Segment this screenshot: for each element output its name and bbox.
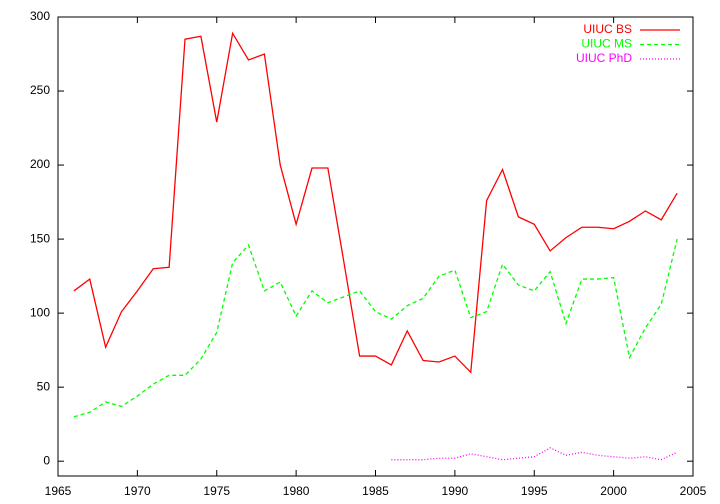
x-tick-label: 1985	[362, 484, 389, 498]
series-line	[391, 447, 678, 461]
legend-label: UIUC MS	[581, 37, 632, 51]
x-tick-label: 1995	[521, 484, 548, 498]
y-tick-label: 150	[30, 231, 50, 245]
series-line	[73, 238, 678, 418]
x-tick-label: 2000	[600, 484, 627, 498]
x-tick-label: 1965	[45, 484, 72, 498]
y-tick-label: 100	[30, 305, 50, 319]
y-tick-label: 50	[37, 379, 51, 393]
x-tick-label: 1980	[283, 484, 310, 498]
x-tick-label: 2005	[680, 484, 707, 498]
x-tick-label: 1975	[203, 484, 230, 498]
y-tick-label: 0	[43, 453, 50, 467]
legend-label: UIUC BS	[583, 22, 632, 36]
series-line	[73, 31, 678, 374]
y-tick-label: 300	[30, 9, 50, 23]
legend-label: UIUC PhD	[576, 51, 632, 65]
x-tick-label: 1990	[442, 484, 469, 498]
x-tick-label: 1970	[124, 484, 151, 498]
y-tick-label: 250	[30, 83, 50, 97]
y-tick-label: 200	[30, 157, 50, 171]
